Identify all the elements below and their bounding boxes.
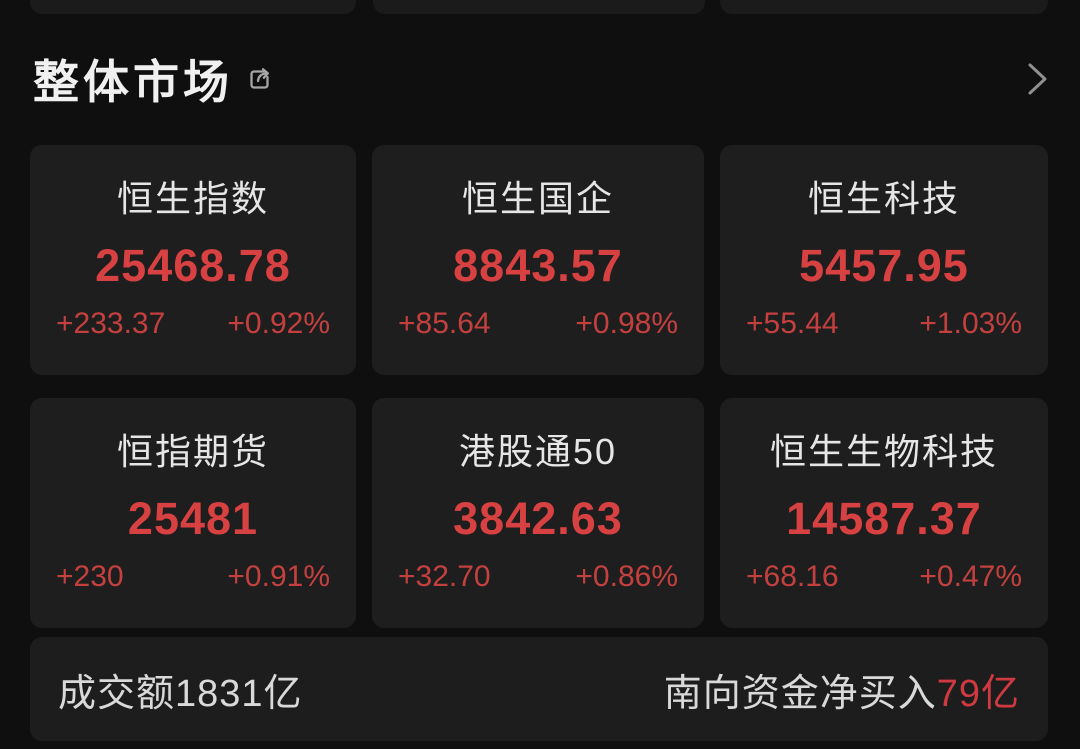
index-change-row: +55.44 +1.03% bbox=[720, 306, 1048, 342]
index-change-pct: +0.47% bbox=[919, 560, 1022, 593]
index-change-row: +85.64 +0.98% bbox=[372, 306, 704, 342]
previous-section-card-bottom bbox=[30, 0, 356, 14]
index-change: +32.70 bbox=[398, 560, 491, 593]
section-header: 整体市场 bbox=[33, 46, 1050, 112]
index-change: +68.16 bbox=[746, 560, 839, 593]
index-change: +85.64 bbox=[398, 307, 491, 340]
index-change-pct: +0.92% bbox=[227, 307, 330, 340]
index-name: 恒生生物科技 bbox=[769, 431, 998, 472]
index-change-pct: +0.91% bbox=[227, 560, 330, 593]
index-name: 恒指期货 bbox=[116, 431, 269, 472]
index-name: 恒生国企 bbox=[461, 178, 614, 219]
index-value: 14587.37 bbox=[786, 493, 982, 544]
index-change-pct: +0.86% bbox=[575, 560, 678, 593]
index-card-hstech[interactable]: 恒生科技 5457.95 +55.44 +1.03% bbox=[720, 145, 1048, 375]
index-card-hscei[interactable]: 恒生国企 8843.57 +85.64 +0.98% bbox=[372, 145, 704, 375]
index-card-stock-connect-50[interactable]: 港股通50 3842.63 +32.70 +0.86% bbox=[372, 398, 704, 628]
index-change-pct: +0.98% bbox=[575, 307, 678, 340]
index-card-hs-biotech[interactable]: 恒生生物科技 14587.37 +68.16 +0.47% bbox=[720, 398, 1048, 628]
index-name: 恒生指数 bbox=[116, 178, 269, 219]
index-change-row: +233.37 +0.92% bbox=[30, 306, 356, 342]
index-value: 25468.78 bbox=[95, 240, 291, 291]
previous-section-card-bottom bbox=[373, 0, 705, 14]
index-change-row: +230 +0.91% bbox=[30, 559, 356, 595]
southbound-value: 79亿 bbox=[936, 672, 1020, 715]
section-title: 整体市场 bbox=[33, 56, 233, 108]
index-change-pct: +1.03% bbox=[919, 307, 1022, 340]
share-icon[interactable] bbox=[245, 64, 275, 94]
southbound-label: 南向资金净买入 bbox=[663, 672, 937, 715]
index-value: 5457.95 bbox=[799, 240, 969, 291]
index-value: 8843.57 bbox=[453, 240, 623, 291]
index-change-row: +32.70 +0.86% bbox=[372, 559, 704, 595]
index-change: +55.44 bbox=[746, 307, 839, 340]
previous-section-card-bottom bbox=[720, 0, 1048, 14]
market-stats-bar: 成交额1831亿 南向资金净买入79亿 bbox=[30, 637, 1048, 741]
index-card-hang-seng[interactable]: 恒生指数 25468.78 +233.37 +0.92% bbox=[30, 145, 356, 375]
turnover-text: 成交额1831亿 bbox=[58, 672, 303, 715]
index-card-hsi-futures[interactable]: 恒指期货 25481 +230 +0.91% bbox=[30, 398, 356, 628]
index-change-row: +68.16 +0.47% bbox=[720, 559, 1048, 595]
index-change: +233.37 bbox=[56, 307, 166, 340]
index-value: 3842.63 bbox=[453, 493, 623, 544]
index-name: 恒生科技 bbox=[807, 178, 960, 219]
index-value: 25481 bbox=[127, 493, 259, 544]
index-name: 港股通50 bbox=[458, 431, 618, 472]
index-change: +230 bbox=[56, 560, 124, 593]
index-cards-grid: 恒生指数 25468.78 +233.37 +0.92% 恒生国企 8843.5… bbox=[30, 145, 1048, 628]
chevron-right-icon[interactable] bbox=[1024, 60, 1050, 98]
southbound-text: 南向资金净买入79亿 bbox=[664, 662, 1020, 717]
